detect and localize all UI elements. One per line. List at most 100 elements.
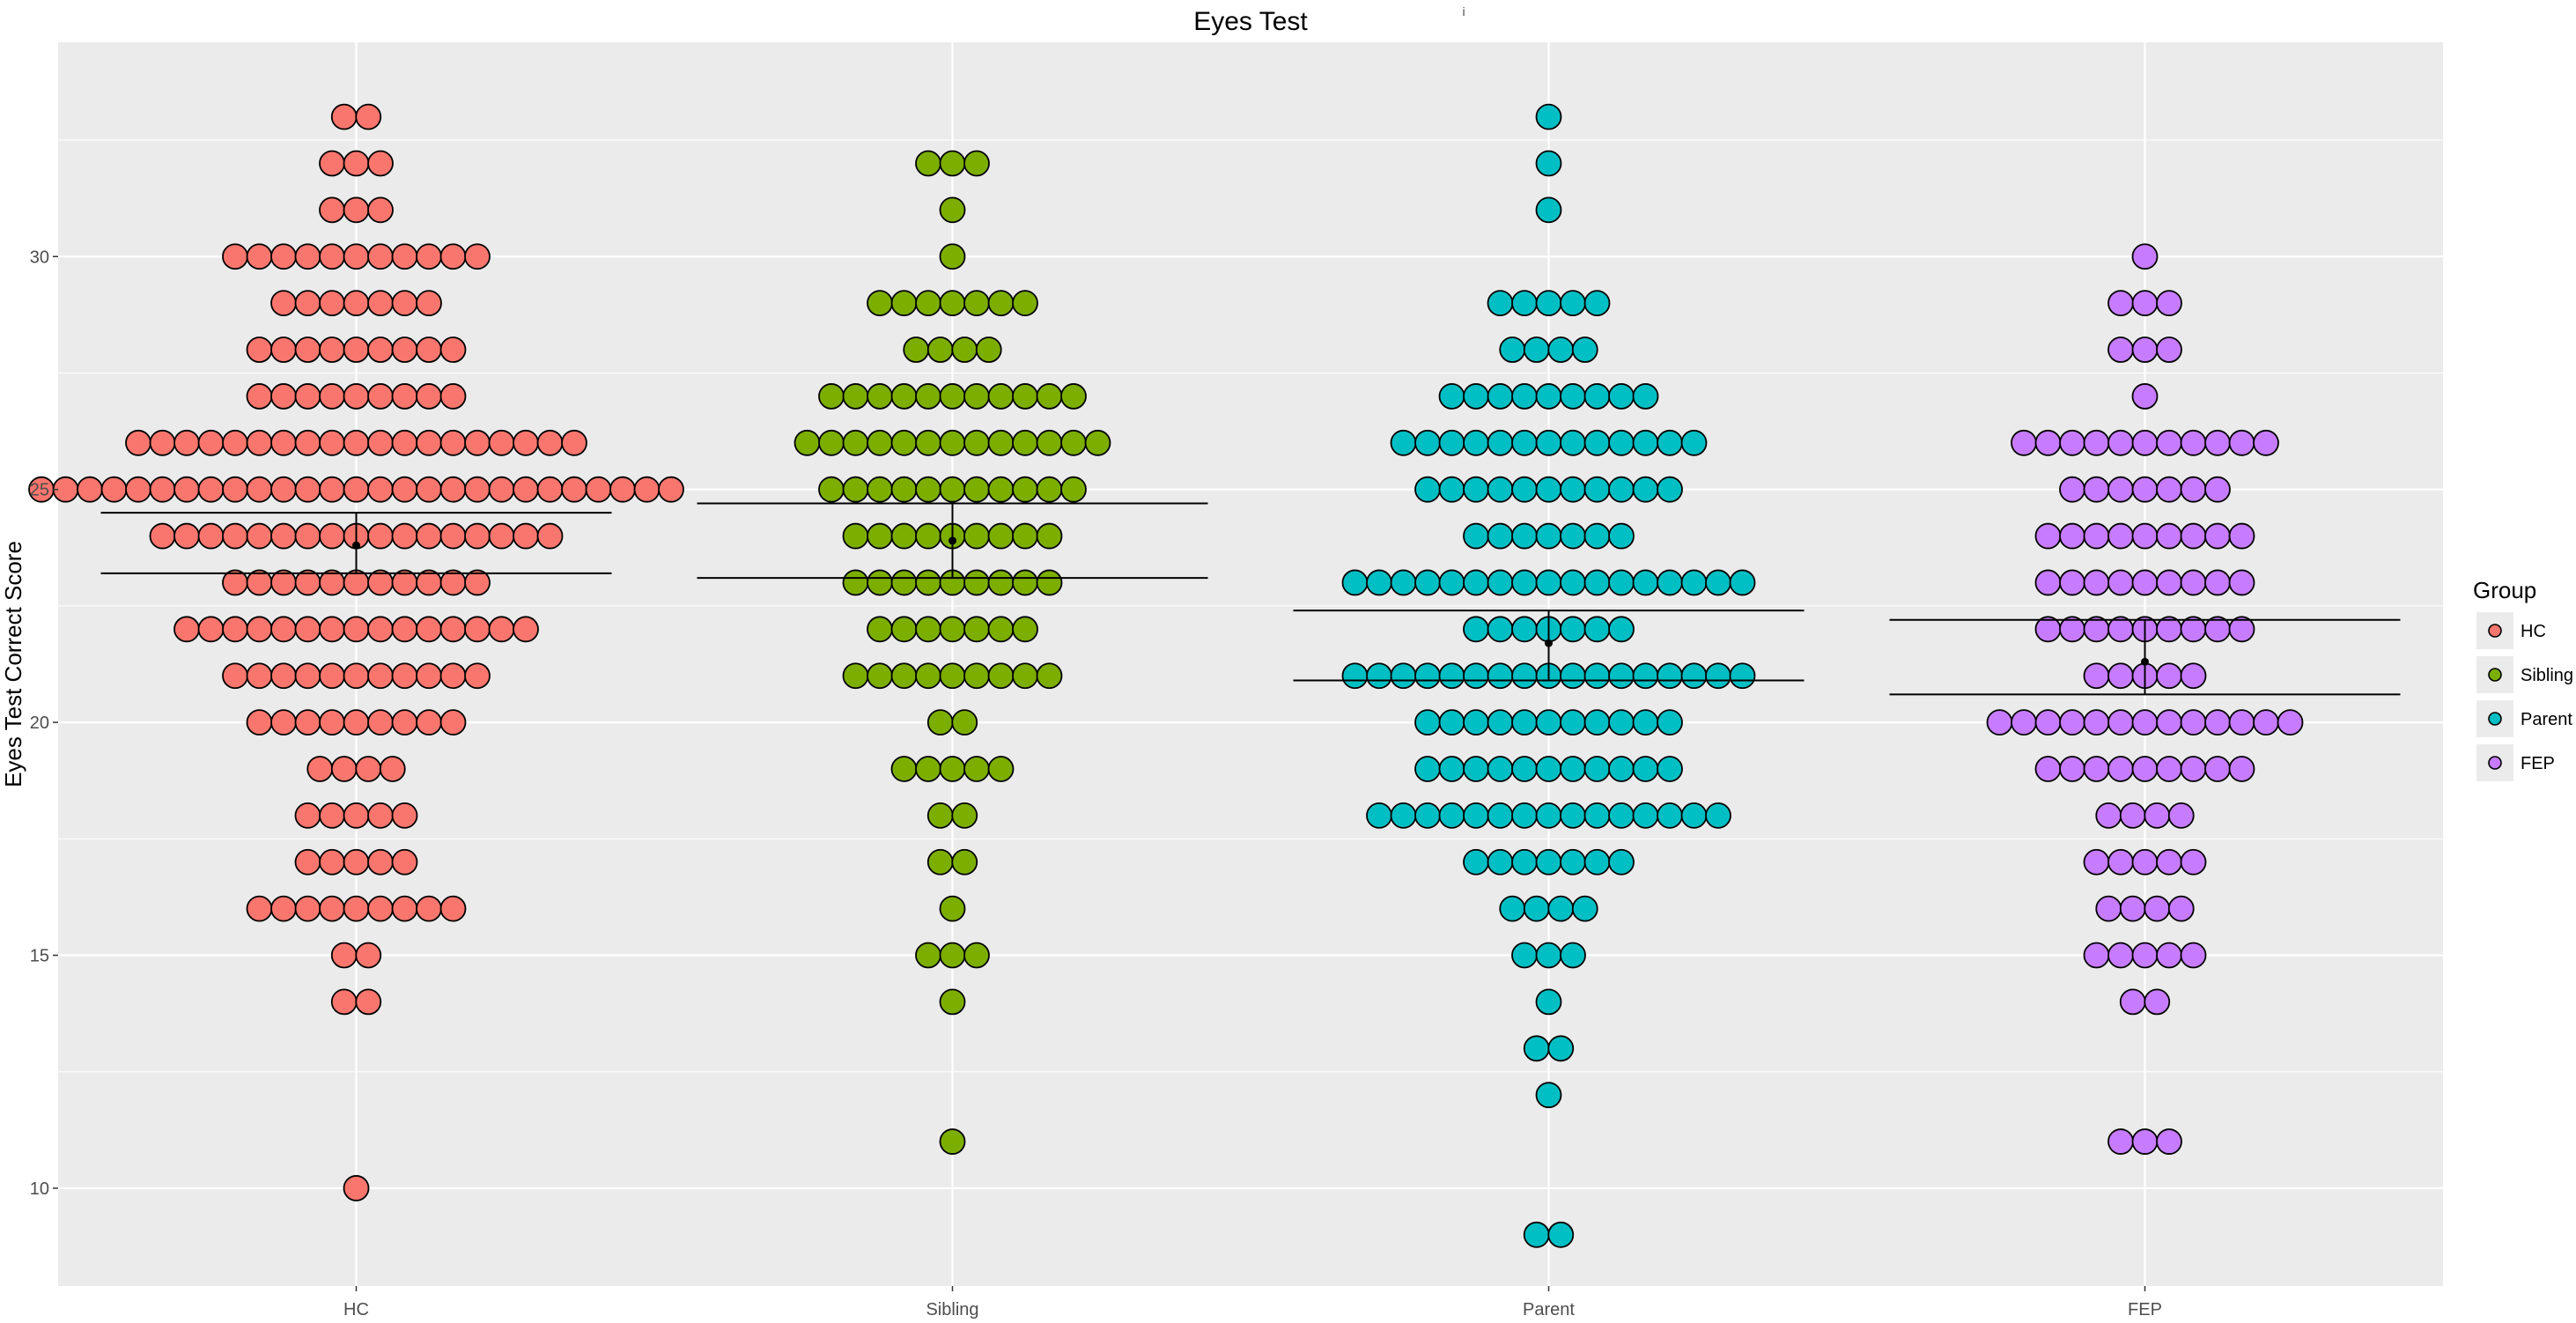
data-point [2107,1128,2134,1155]
data-point [1560,476,1586,503]
data-point [867,290,893,317]
data-point [270,522,297,550]
data-point [963,942,990,969]
data-point [1487,383,1514,410]
data-point [867,429,893,456]
data-point [2107,290,2134,317]
data-point [2034,709,2062,736]
data-point [1657,802,1683,829]
data-point [2107,662,2134,690]
data-point [246,522,273,550]
data-point [561,476,587,503]
data-point [867,383,893,410]
data-point [2095,802,2122,829]
data-point [416,476,442,503]
data-point [915,942,941,969]
data-point [2156,290,2182,317]
data-point [294,895,321,922]
data-point [1487,756,1514,782]
data-point [343,383,370,410]
data-point [355,942,382,969]
data-point [842,662,869,690]
dots-layer [28,103,2304,1248]
data-point [2180,756,2207,782]
data-point [963,383,990,410]
data-point [963,429,990,456]
data-point [1657,709,1683,736]
legend: Group HC Sibling Parent FEP [2473,577,2573,781]
data-point [987,522,1015,550]
y-tick-label: 25 [30,481,49,500]
data-point [818,383,845,410]
data-point [1414,569,1441,596]
data-point [915,429,941,456]
data-point [1463,848,1489,876]
data-point [939,942,966,969]
data-point [1414,756,1441,782]
data-point [2059,569,2085,596]
data-point [2180,522,2207,550]
legend-key [2488,624,2502,638]
data-point [939,616,966,643]
legend-key [2488,712,2502,726]
data-point [367,383,394,410]
data-point [1487,616,1514,643]
data-point [867,569,893,596]
title-mark: i [1462,4,1465,18]
data-point [355,988,382,1016]
data-point [246,895,273,922]
data-point [2156,756,2182,782]
data-point [903,336,930,363]
y-tick-label: 15 [30,947,49,966]
data-point [2083,429,2110,456]
data-point [890,476,918,503]
data-point [1535,150,1562,177]
data-point [488,476,515,503]
data-point [391,429,418,456]
data-point [1487,290,1514,317]
data-point [416,243,442,270]
data-point [926,336,954,363]
mean-point [948,536,956,545]
data-point [439,476,467,503]
data-point [842,522,869,550]
axis-layer: 10 15 20 25 30 HC Sibling Parent FEP [30,248,2162,1319]
plot-panel [58,42,2443,1286]
data-point [1560,942,1586,969]
data-point [1463,429,1489,456]
data-point [987,662,1015,690]
data-point [319,662,345,690]
chart-title: Eyes Test [1193,7,1308,36]
data-point [1511,662,1538,690]
data-point [1414,476,1441,503]
data-point [294,429,321,456]
data-point [343,616,370,643]
data-point [270,243,297,270]
data-point [367,196,394,224]
data-point [1390,429,1417,456]
data-point [842,476,869,503]
data-point [2180,848,2207,876]
data-point [1608,616,1635,643]
data-point [77,476,103,503]
data-point [1547,1035,1575,1062]
data-point [2107,336,2134,363]
data-point [1608,848,1635,876]
data-point [1414,662,1441,690]
data-point [2034,756,2062,782]
data-point [2059,522,2085,550]
data-point [439,429,467,456]
data-point [149,429,176,456]
data-point [513,429,539,456]
data-point [1657,662,1683,690]
data-point [270,616,297,643]
data-point [2180,429,2207,456]
data-point [2131,709,2159,736]
data-point [2131,243,2159,270]
data-point [439,895,467,922]
data-point [926,709,954,736]
data-point [2204,709,2231,736]
data-point [915,756,941,782]
data-point [416,895,442,922]
data-point [963,290,990,317]
